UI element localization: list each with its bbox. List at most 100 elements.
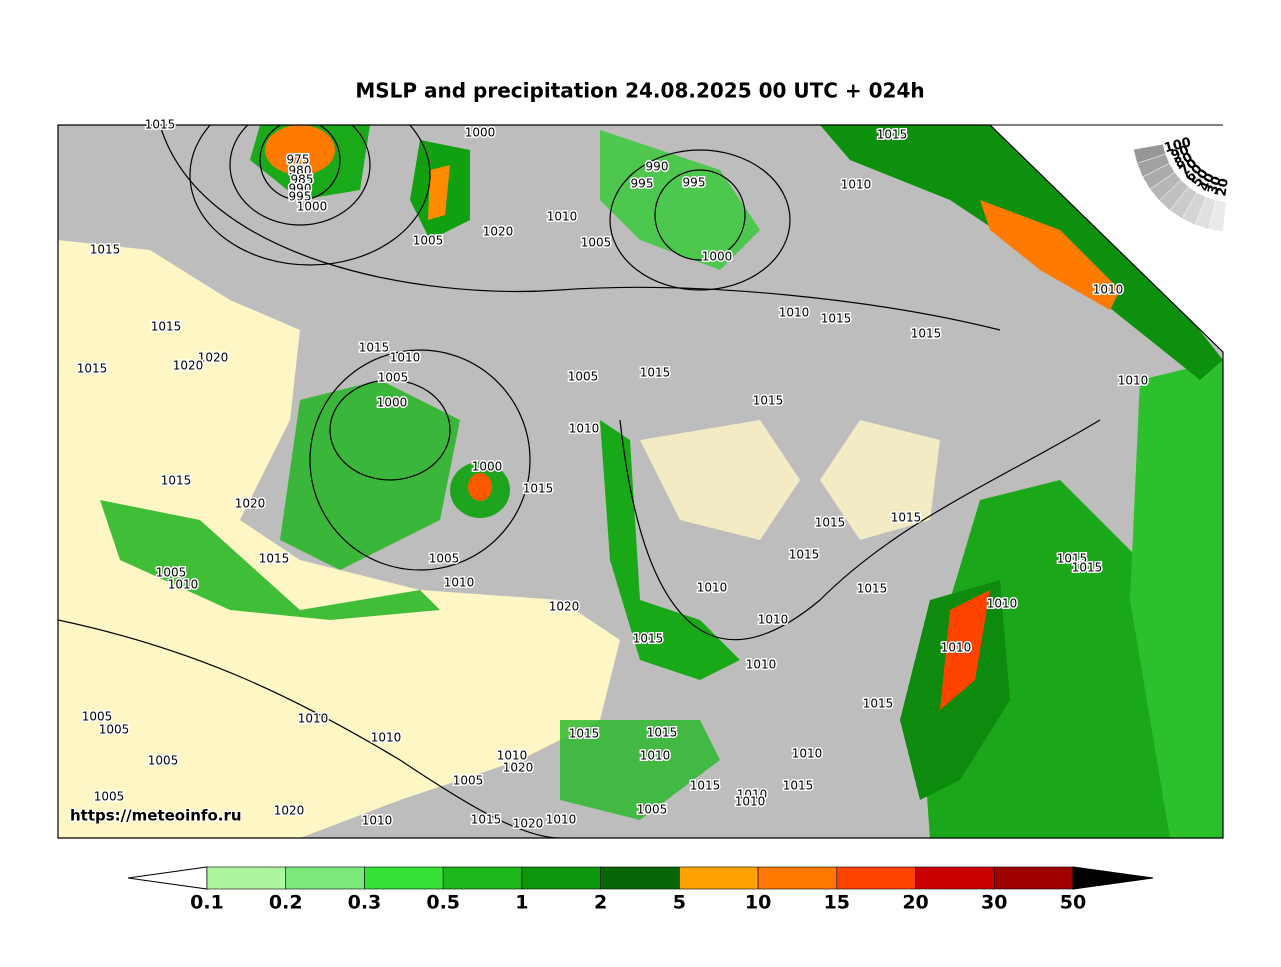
isobar-label: 1010 bbox=[390, 351, 421, 365]
isobar-label: 1015 bbox=[77, 362, 108, 376]
isobar-label: 1010 bbox=[941, 641, 972, 655]
isobar-label: 1010 bbox=[746, 658, 777, 672]
isobar-label: 1015 bbox=[690, 779, 721, 793]
watermark: https://meteoinfo.ru bbox=[70, 807, 242, 825]
isobar-label: 975 bbox=[287, 153, 310, 167]
isobar-label: 1010 bbox=[697, 581, 728, 595]
isobar-label: 1000 bbox=[297, 200, 328, 214]
isobar-label: 1005 bbox=[429, 552, 460, 566]
isobar-label: 985 bbox=[291, 173, 314, 187]
cloud-segment bbox=[1208, 199, 1227, 232]
isobar-label: 1020 bbox=[274, 804, 305, 818]
colorbar-tick-label: 0.2 bbox=[269, 892, 303, 914]
isobar-label: 1015 bbox=[863, 697, 894, 711]
isobar-label: 1010 bbox=[737, 788, 768, 802]
colorbar-segment bbox=[993, 866, 1074, 890]
isobar-label: 1010 bbox=[1118, 374, 1149, 388]
isobar-label: 1020 bbox=[513, 817, 544, 831]
isobar-label: 1000 bbox=[377, 396, 408, 410]
isobar-label: 980 bbox=[289, 164, 312, 178]
isobar-label: 1010 bbox=[168, 578, 199, 592]
isobar-label: 1015 bbox=[569, 727, 600, 741]
isobar-label: 1020 bbox=[503, 761, 534, 775]
isobar-label: 1015 bbox=[783, 779, 814, 793]
title: MSLP and precipitation 24.08.2025 00 UTC… bbox=[355, 79, 924, 103]
colorbar-tick-label: 2 bbox=[594, 892, 607, 914]
colorbar-tick-label: 15 bbox=[824, 892, 850, 914]
isobar-label: 1010 bbox=[779, 306, 810, 320]
cloud-tick-label: 40 bbox=[1197, 171, 1218, 194]
colorbar-tick-label: 20 bbox=[902, 892, 928, 914]
colorbar-under bbox=[127, 866, 208, 890]
colorbar-segment bbox=[915, 866, 995, 890]
isobar-label: 1010 bbox=[298, 712, 329, 726]
isobar-label: 1020 bbox=[483, 225, 514, 239]
isobar-label: 1005 bbox=[568, 370, 599, 384]
isobar-label: 1010 bbox=[841, 178, 872, 192]
cloud-tick-label: 30 bbox=[1205, 175, 1225, 197]
isobar-label: 1015 bbox=[821, 312, 852, 326]
isobar-label: 1010 bbox=[569, 422, 600, 436]
isobar-label: 1010 bbox=[547, 210, 578, 224]
isobar-label: 1010 bbox=[546, 813, 577, 827]
isobar-label: 1010 bbox=[444, 576, 475, 590]
isobar-label: 1010 bbox=[758, 613, 789, 627]
isobar-label: 1015 bbox=[640, 366, 671, 380]
colorbar-segment bbox=[364, 866, 444, 890]
isobar-label: 1015 bbox=[145, 118, 176, 132]
isobar-label: 1015 bbox=[815, 516, 846, 530]
colorbar-tick-label: 0.3 bbox=[348, 892, 382, 914]
isobar-label: 1020 bbox=[173, 359, 204, 373]
colorbar-tick-label: 5 bbox=[673, 892, 686, 914]
isobar-label: 1010 bbox=[792, 747, 823, 761]
isobar-label: 1005 bbox=[453, 774, 484, 788]
isobar-label: 995 bbox=[631, 177, 654, 191]
isobar-label: 1015 bbox=[359, 341, 390, 355]
cloud-tick-label: 100 bbox=[1163, 135, 1193, 156]
isobar-label: 1015 bbox=[471, 813, 502, 827]
isobar-label: 1015 bbox=[877, 128, 908, 142]
isobar-label: 1015 bbox=[161, 474, 192, 488]
colorbar-tick-label: 30 bbox=[981, 892, 1007, 914]
isobar-label: 1005 bbox=[581, 236, 612, 250]
isobar-label: 1010 bbox=[735, 795, 766, 809]
isobar-label: 990 bbox=[646, 160, 669, 174]
isobar-label: 1005 bbox=[156, 566, 187, 580]
isobar-label: 1015 bbox=[857, 582, 888, 596]
isobar-label: 1005 bbox=[413, 234, 444, 248]
map-field bbox=[58, 125, 1223, 838]
colorbar-tick-label: 10 bbox=[745, 892, 771, 914]
isobar-label: 1020 bbox=[549, 600, 580, 614]
colorbar-segment bbox=[600, 866, 680, 890]
isobar-label: 1015 bbox=[633, 632, 664, 646]
isobar-label: 1010 bbox=[640, 749, 671, 763]
isobar-label: 1015 bbox=[753, 394, 784, 408]
isobar-label: 1015 bbox=[1057, 552, 1088, 566]
isobar-label: 1000 bbox=[472, 460, 503, 474]
precip-colorbar: 0.1 0.2 0.3 0.5 1 2 5 10 15 20 30 50 bbox=[127, 866, 1154, 914]
isobar-label: 1005 bbox=[94, 790, 125, 804]
isobar-label: 1005 bbox=[148, 754, 179, 768]
cloud-tick-label: 20 bbox=[1214, 177, 1232, 197]
isobar-label: 1010 bbox=[1093, 283, 1124, 297]
isobar-label: 995 bbox=[289, 190, 312, 204]
isobar-label: 1015 bbox=[151, 320, 182, 334]
isobar-label: 995 bbox=[683, 176, 706, 190]
colorbar-tick-label: 1 bbox=[515, 892, 528, 914]
colorbar-tick-label: 0.5 bbox=[426, 892, 460, 914]
colorbar-over bbox=[1072, 866, 1154, 890]
isobar-label: 1005 bbox=[637, 803, 668, 817]
isobar-label: 1015 bbox=[647, 726, 678, 740]
isobar-label: 1005 bbox=[378, 371, 409, 385]
colorbar-tick-label: 50 bbox=[1060, 892, 1086, 914]
colorbar-segment bbox=[285, 866, 365, 890]
isobar-label: 1015 bbox=[891, 511, 922, 525]
colorbar-segment bbox=[679, 866, 759, 890]
isobar-label: 1020 bbox=[235, 497, 266, 511]
colorbar-tick-label: 0.1 bbox=[190, 892, 224, 914]
isobar-label: 990 bbox=[289, 182, 312, 196]
isobar-label: 1000 bbox=[702, 250, 733, 264]
isobar-label: 1015 bbox=[911, 327, 942, 341]
isobar-label: 1015 bbox=[90, 243, 121, 257]
